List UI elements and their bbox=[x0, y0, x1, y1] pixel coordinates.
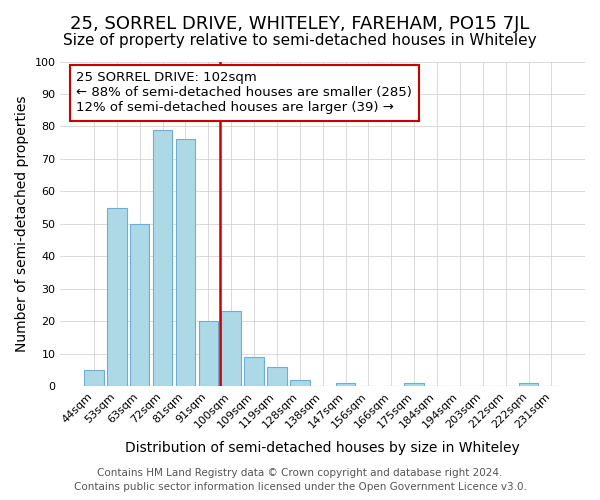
Bar bbox=[130, 224, 149, 386]
Bar bbox=[336, 383, 355, 386]
Text: 25 SORREL DRIVE: 102sqm
← 88% of semi-detached houses are smaller (285)
12% of s: 25 SORREL DRIVE: 102sqm ← 88% of semi-de… bbox=[76, 71, 412, 114]
Bar bbox=[107, 208, 127, 386]
Bar bbox=[153, 130, 172, 386]
X-axis label: Distribution of semi-detached houses by size in Whiteley: Distribution of semi-detached houses by … bbox=[125, 441, 520, 455]
Bar bbox=[84, 370, 104, 386]
Bar bbox=[244, 357, 264, 386]
Text: Size of property relative to semi-detached houses in Whiteley: Size of property relative to semi-detach… bbox=[63, 32, 537, 48]
Bar bbox=[176, 140, 195, 386]
Y-axis label: Number of semi-detached properties: Number of semi-detached properties bbox=[15, 96, 29, 352]
Bar bbox=[221, 312, 241, 386]
Bar bbox=[199, 321, 218, 386]
Text: Contains HM Land Registry data © Crown copyright and database right 2024.
Contai: Contains HM Land Registry data © Crown c… bbox=[74, 468, 526, 492]
Bar bbox=[404, 383, 424, 386]
Bar bbox=[519, 383, 538, 386]
Text: 25, SORREL DRIVE, WHITELEY, FAREHAM, PO15 7JL: 25, SORREL DRIVE, WHITELEY, FAREHAM, PO1… bbox=[70, 15, 530, 33]
Bar bbox=[290, 380, 310, 386]
Bar bbox=[267, 366, 287, 386]
